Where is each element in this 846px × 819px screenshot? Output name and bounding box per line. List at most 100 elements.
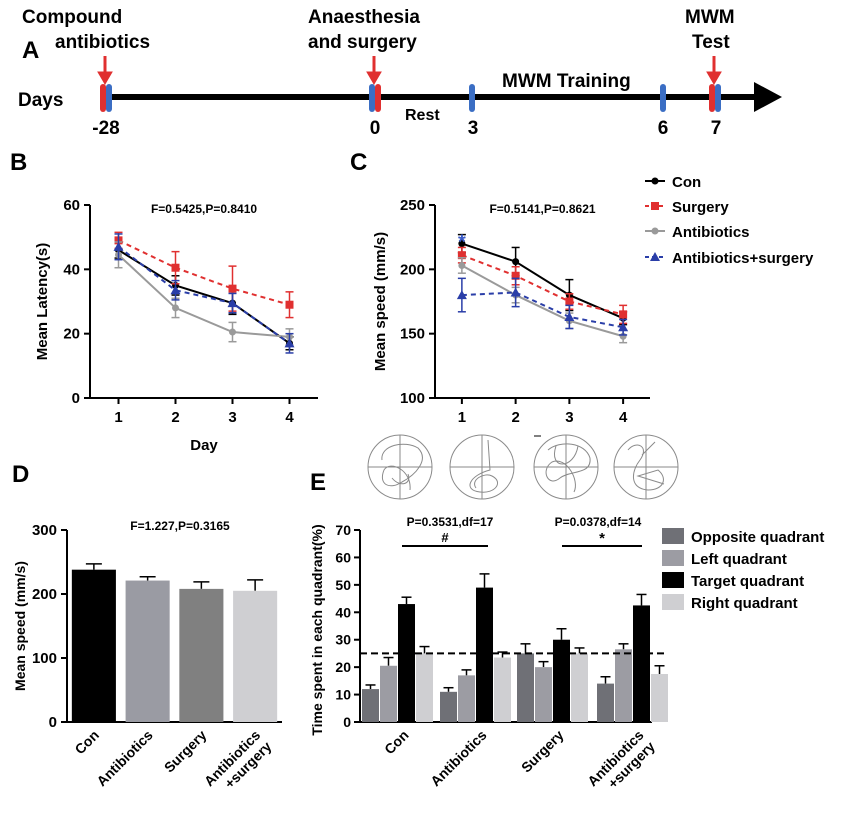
x-category-label: Antibiotics	[93, 727, 156, 790]
bar-surgery-opposite-quadrant	[517, 653, 534, 722]
tick-label-d-28: -28	[92, 118, 119, 139]
y-tick-label: 40	[63, 261, 80, 278]
x-category-label: Con	[381, 727, 412, 758]
marker-red-d-28	[100, 84, 106, 112]
series-line-antibiotics	[117, 254, 290, 338]
legend-label-opposite: Opposite quadrant	[691, 529, 824, 546]
x-category-label-line: Antibiotics	[427, 727, 490, 790]
y-tick-label: 60	[63, 197, 80, 214]
bar-con	[71, 569, 116, 722]
x-category-label: Con	[71, 727, 102, 758]
legend-label-right: Right quadrant	[691, 595, 798, 612]
event-antibiotics: antibiotics	[55, 32, 150, 53]
bar-antibiotics-opposite-quadrant	[440, 691, 457, 722]
data-point	[113, 241, 124, 251]
y-tick-label: 50	[335, 577, 351, 593]
y-tick-label: 0	[49, 714, 57, 731]
marker-blue-d0	[369, 84, 375, 112]
marker-blue-d6	[660, 84, 666, 112]
y-tick-label: 20	[335, 659, 351, 675]
swim-track-icons	[367, 434, 679, 500]
y-tick-label: 20	[63, 326, 80, 343]
panel-label-d: D	[12, 461, 29, 488]
y-tick-label: 200	[400, 261, 425, 278]
marker-red-d0	[375, 84, 381, 112]
data-point	[564, 311, 575, 321]
legend-label-antibiotics-surgery: Antibiotics+surgery	[672, 250, 814, 267]
chart-stats-title: F=0.5141,P=0.8621	[489, 202, 595, 216]
legend-swatch-opposite	[662, 528, 684, 544]
series-surgery	[457, 246, 628, 325]
data-point	[285, 300, 294, 309]
significance-mark-2: *	[599, 530, 605, 547]
data-point	[511, 271, 520, 280]
legend-e: Opposite quadrant Left quadrant Target q…	[662, 528, 824, 612]
data-point	[284, 338, 295, 348]
days-label: Days	[18, 90, 63, 111]
x-category-label: Antibiotics+surgery	[584, 727, 658, 801]
y-tick-label: 200	[32, 586, 57, 603]
series-antibiotics-surgery	[456, 277, 629, 336]
bar-antibiotics-surgery-left-quadrant	[615, 649, 632, 722]
series-antibiotics-surgery	[113, 233, 295, 354]
chart-c-speed: 100 150 200 250 1 2 3 4 F=0.5141,P=0.8621 Mean sp…	[372, 197, 650, 426]
legend-label-con: Con	[672, 174, 701, 191]
timeline-arrowhead	[754, 82, 782, 112]
stats-annotation-2: P=0.0378,df=14	[555, 515, 642, 529]
x-tick-label: 2	[511, 409, 519, 426]
swim-track-icon-antibiotics-surgery	[613, 434, 679, 500]
legend-marker-surgery	[651, 202, 659, 210]
series-line-antibiotics-surgery	[117, 246, 291, 345]
event-and-surgery: and surgery	[308, 32, 417, 53]
data-point	[457, 251, 466, 260]
x-category-label-line: Con	[71, 727, 102, 758]
y-tick-label: 0	[72, 390, 80, 407]
arrow-head-d7	[706, 71, 722, 85]
x-category-label-line: Surgery	[518, 727, 567, 776]
legend-marker-antibiotics	[651, 227, 659, 235]
data-point	[619, 310, 628, 319]
bar-con-left-quadrant	[380, 665, 397, 722]
x-tick-label: 3	[228, 409, 236, 426]
bar-surgery-target-quadrant	[553, 639, 570, 722]
series-line-con	[461, 242, 624, 320]
legend-label-target: Target quadrant	[691, 573, 804, 590]
y-tick-label: 0	[343, 714, 351, 730]
marker-blue-d7	[715, 84, 721, 112]
y-axis-title: Mean Latency(s)	[34, 243, 51, 361]
legend-marker-antibiotics-surgery	[650, 252, 660, 261]
x-tick-label: 3	[565, 409, 573, 426]
marker-red-d7	[709, 84, 715, 112]
event-compound: Compound	[22, 7, 122, 28]
series-line-antibiotics	[461, 264, 624, 338]
x-category-label: Antibiotics+surgery	[201, 727, 275, 801]
x-tick-label: 4	[619, 409, 628, 426]
legend-label-antibiotics: Antibiotics	[672, 224, 750, 241]
y-tick-label: 40	[335, 604, 351, 620]
data-point	[458, 240, 466, 248]
chart-b-latency: 0 20 40 60 1 2 3 4 F=0.5425,P=0.8410 Day Mean Late…	[34, 197, 318, 454]
event-test: Test	[692, 32, 730, 53]
series-con	[457, 233, 628, 326]
arrow-head-d-28	[97, 71, 113, 85]
marker-blue-d-28	[106, 84, 112, 112]
data-point	[458, 261, 466, 269]
marker-blue-d3	[469, 84, 475, 112]
panel-a: A Days Compound antibiotics Anaesthesia …	[18, 7, 782, 139]
bar-surgery-left-quadrant	[535, 667, 552, 722]
mwm-training-label: MWM Training	[502, 71, 631, 92]
chart-stats-title: F=0.5425,P=0.8410	[151, 202, 257, 216]
panel-label-c: C	[350, 149, 367, 176]
legend-swatch-target	[662, 572, 684, 588]
bar-surgery-right-quadrant	[571, 653, 588, 722]
y-axis-title: Mean speed (mm/s)	[372, 232, 389, 371]
data-point	[456, 290, 467, 300]
y-tick-label: 300	[32, 522, 57, 539]
x-category-label-line: Con	[381, 727, 412, 758]
bar-antibiotics	[125, 580, 170, 722]
bar-antibiotics-surgery-right-quadrant	[651, 674, 668, 722]
chart-d-mean-speed: 0 100 200 300 F=1.227,P=0.3165 Mean speed (mm…	[12, 519, 282, 801]
chart-stats-title: F=1.227,P=0.3165	[130, 519, 230, 533]
significance-mark-1: #	[441, 530, 449, 545]
legend-swatch-right	[662, 594, 684, 610]
